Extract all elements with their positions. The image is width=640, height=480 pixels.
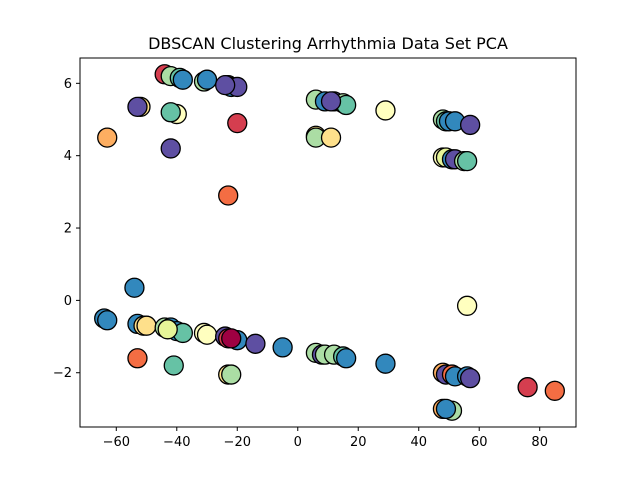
data-point <box>97 127 118 148</box>
data-point <box>218 185 239 206</box>
x-tick-label: −60 <box>103 435 130 450</box>
data-point <box>517 377 538 398</box>
data-point <box>544 380 565 401</box>
data-point <box>196 324 218 345</box>
data-point <box>456 295 478 316</box>
data-point <box>245 333 266 354</box>
data-point <box>221 328 242 349</box>
data-point <box>136 315 157 336</box>
plot-frame <box>79 57 577 428</box>
data-point <box>227 112 248 134</box>
data-point <box>97 310 118 331</box>
y-tick-label: 2 <box>64 222 72 237</box>
points-layer <box>94 64 565 421</box>
data-point <box>459 114 481 136</box>
data-point <box>127 348 148 369</box>
data-point <box>272 337 293 358</box>
x-tick-label: −20 <box>224 435 251 450</box>
data-point <box>215 74 236 96</box>
y-tick-label: −2 <box>53 366 72 381</box>
data-point <box>160 138 181 159</box>
x-tick-label: −40 <box>163 435 190 450</box>
x-tick-label: 80 <box>531 435 548 450</box>
data-point <box>172 69 193 90</box>
data-point <box>459 368 481 389</box>
data-point <box>160 102 181 123</box>
x-tick-label: 0 <box>294 435 302 450</box>
data-point <box>157 319 178 340</box>
data-point <box>456 150 478 172</box>
y-tick-label: 6 <box>64 77 72 92</box>
data-point <box>124 277 145 298</box>
data-point <box>320 91 342 112</box>
chart-title: DBSCAN Clustering Arrhythmia Data Set PC… <box>148 34 508 53</box>
data-point <box>163 355 184 376</box>
data-point <box>221 364 242 385</box>
data-point <box>196 69 218 90</box>
x-axis-ticks: −60 −40 −20 0 20 40 60 80 <box>103 427 548 450</box>
x-tick-label: 60 <box>471 435 488 450</box>
data-point <box>127 96 148 117</box>
data-point <box>435 398 457 420</box>
data-point <box>320 127 342 148</box>
x-tick-label: 40 <box>410 435 427 450</box>
y-axis-ticks: −2 0 2 4 6 <box>53 77 80 381</box>
data-point <box>375 100 396 121</box>
x-tick-label: 20 <box>350 435 367 450</box>
data-point <box>335 348 357 369</box>
y-tick-label: 0 <box>64 294 72 309</box>
data-point <box>375 353 396 374</box>
y-tick-label: 4 <box>64 149 72 164</box>
